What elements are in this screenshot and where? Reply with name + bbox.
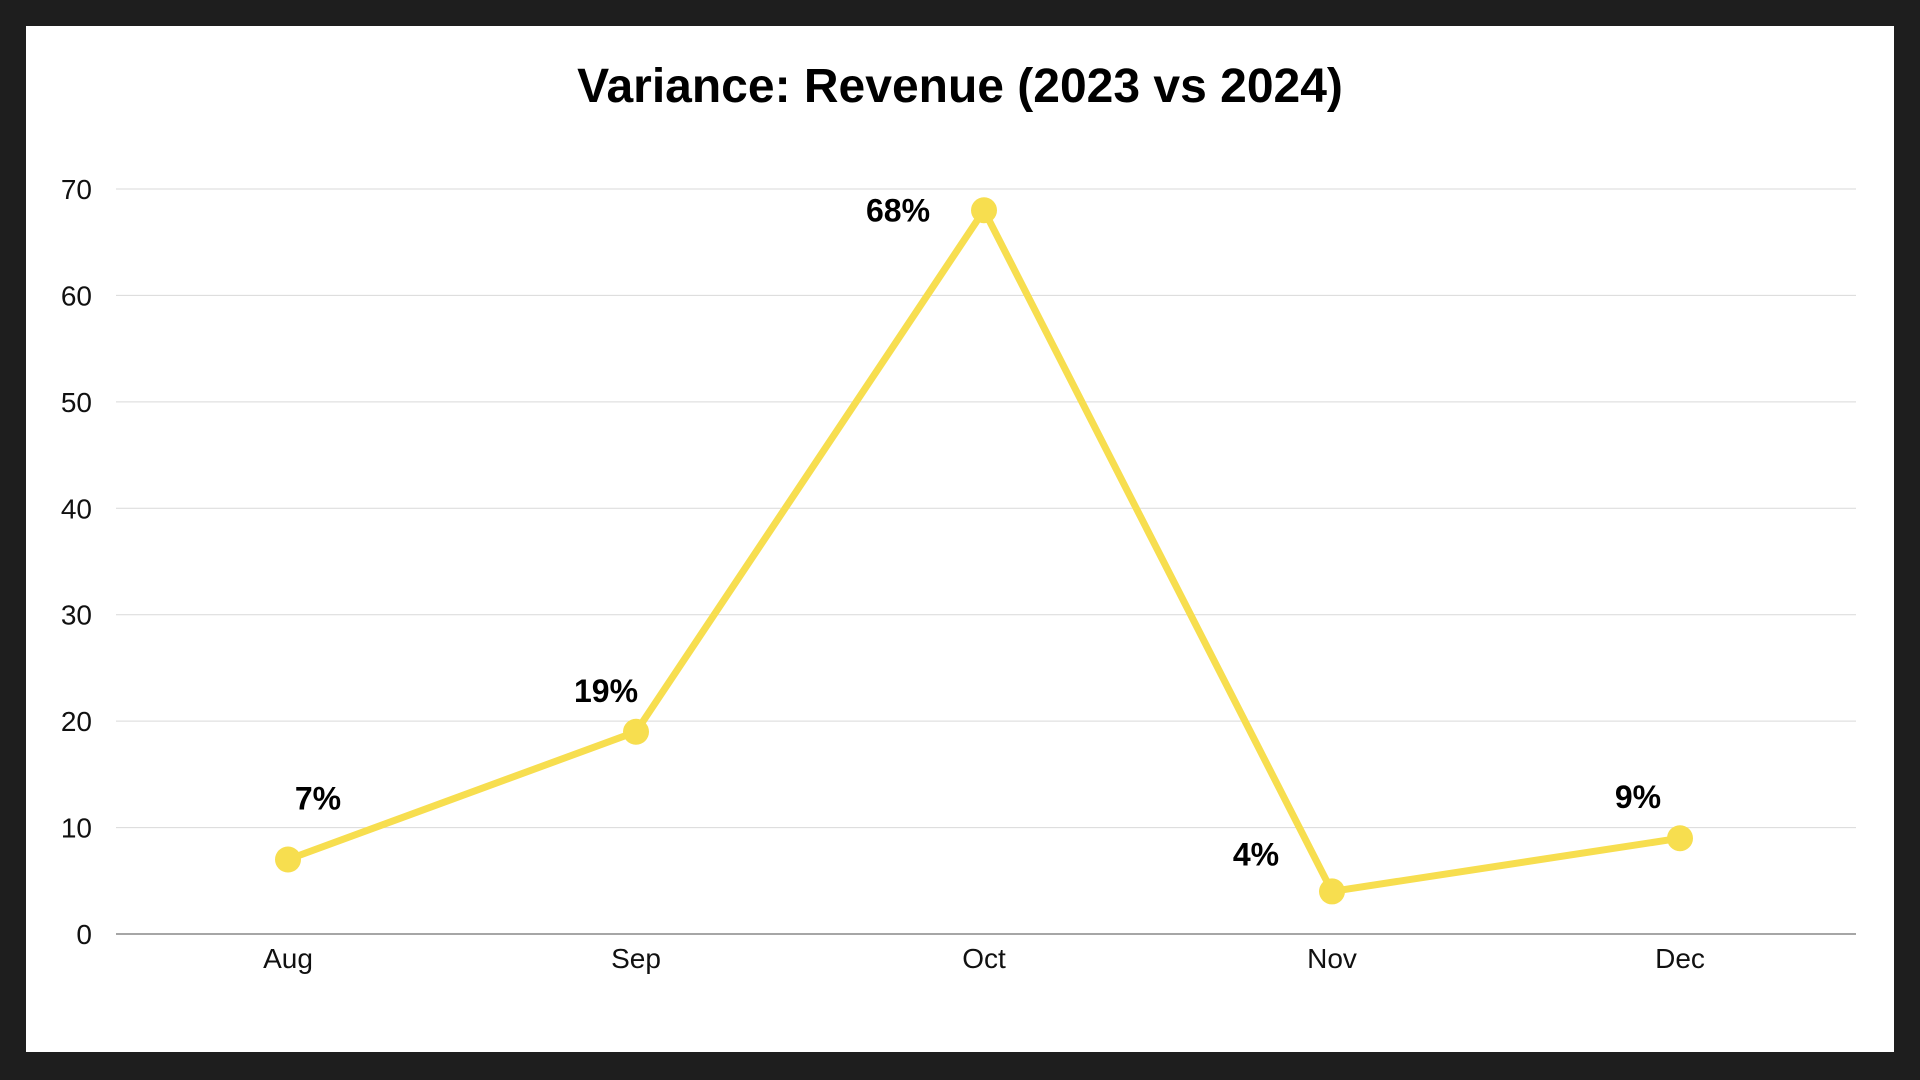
y-axis-ticks: 0 10 20 30 40 50 60 70: [61, 174, 92, 950]
y-tick-label: 70: [61, 174, 92, 205]
y-tick-label: 60: [61, 280, 92, 311]
y-tick-label: 30: [61, 600, 92, 631]
y-tick-label: 40: [61, 493, 92, 524]
data-label: 9%: [1615, 779, 1661, 815]
series-line: [284, 206, 1684, 895]
y-tick-label: 20: [61, 706, 92, 737]
y-tick-label: 10: [61, 813, 92, 844]
chart-panel: Variance: Revenue (2023 vs 2024) 0 10 20 30…: [26, 26, 1894, 1052]
data-label: 19%: [574, 673, 638, 709]
series-group: 7% 19% 68% 4% 9%: [275, 192, 1693, 905]
data-label: 7%: [295, 781, 341, 817]
x-tick-label: Oct: [962, 943, 1006, 974]
chart-title: Variance: Revenue (2023 vs 2024): [577, 60, 1343, 113]
y-tick-label: 0: [76, 919, 92, 950]
data-point: [275, 846, 301, 873]
line-chart: Variance: Revenue (2023 vs 2024) 0 10 20 30…: [61, 60, 1856, 974]
data-point: [623, 718, 649, 745]
x-tick-label: Sep: [611, 943, 661, 974]
x-tick-label: Dec: [1655, 943, 1705, 974]
y-tick-label: 50: [61, 387, 92, 418]
data-point: [1319, 878, 1345, 905]
x-axis-ticks: Aug Sep Oct Nov Dec: [263, 943, 1705, 974]
gridlines: [116, 188, 1856, 935]
x-tick-label: Nov: [1307, 943, 1357, 974]
data-point: [971, 197, 997, 224]
data-point: [1667, 825, 1693, 852]
data-label: 4%: [1233, 836, 1279, 872]
data-label: 68%: [866, 192, 930, 228]
x-tick-label: Aug: [263, 943, 313, 974]
